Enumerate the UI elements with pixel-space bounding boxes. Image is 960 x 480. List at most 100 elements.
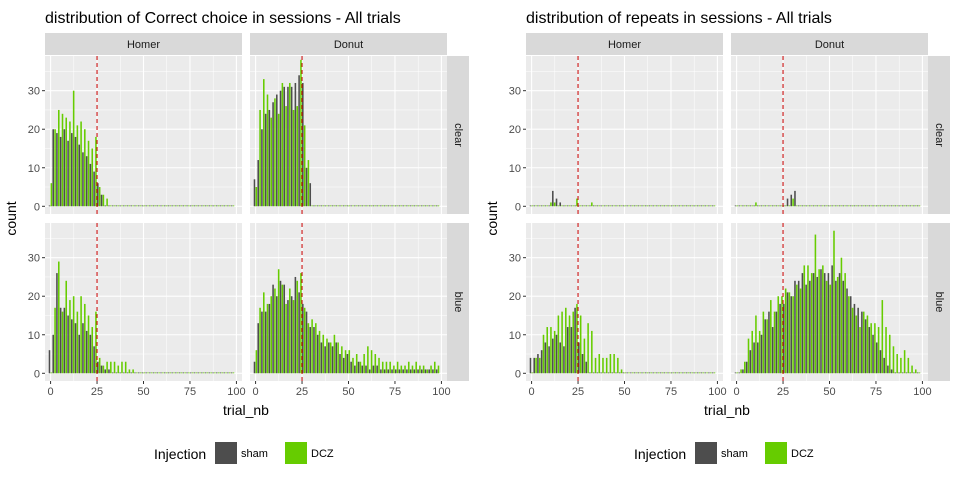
bar-sham: [898, 205, 900, 207]
bar-dcz: [113, 205, 116, 207]
bar-sham: [700, 372, 703, 374]
bar-dcz: [683, 372, 686, 374]
bar-sham: [753, 342, 755, 374]
bar-dcz: [862, 205, 865, 207]
bar-dcz: [411, 205, 414, 207]
bar-sham: [305, 311, 308, 374]
bar-sham: [253, 361, 256, 374]
bar-dcz: [158, 372, 160, 374]
bar-sham: [708, 205, 710, 207]
bar-dcz: [210, 372, 212, 374]
panel-donut-clear: [731, 56, 928, 214]
bar-sham: [734, 372, 737, 374]
bar-dcz: [400, 365, 403, 374]
bar-dcz: [855, 205, 858, 207]
bar-sham: [552, 190, 554, 207]
bar-dcz: [102, 194, 105, 207]
bar-sham: [365, 205, 367, 207]
bar-sham: [607, 205, 610, 207]
bar-dcz: [315, 205, 317, 207]
bar-sham: [581, 205, 584, 207]
bar-sham: [104, 205, 107, 207]
bar-sham: [432, 205, 434, 207]
bar-dcz: [709, 205, 712, 207]
bar-dcz: [266, 94, 269, 207]
bar-sham: [529, 205, 532, 207]
bar-dcz: [191, 205, 194, 207]
bar-dcz: [389, 361, 391, 374]
panel-homer-blue: 0 10 20 30 0 25 50 75 100: [28, 223, 246, 398]
bar-sham: [757, 342, 759, 374]
bar-dcz: [363, 205, 365, 207]
x-tick-label: 75: [870, 386, 882, 398]
bar-sham: [696, 372, 699, 374]
bar-dcz: [61, 311, 64, 374]
legend-label-dcz: DCZ: [311, 448, 334, 460]
bar-sham: [615, 205, 617, 207]
bar-dcz: [318, 205, 321, 207]
bar-sham: [208, 372, 211, 374]
bar-sham: [85, 330, 88, 374]
bar-sham: [637, 205, 640, 207]
legend-title: Injection: [154, 446, 206, 462]
bar-dcz: [814, 205, 817, 207]
y-tick-label: 30: [28, 253, 40, 265]
bar-dcz: [836, 205, 839, 207]
bar-sham: [685, 205, 688, 207]
bar-sham: [853, 303, 856, 374]
bar-dcz: [374, 205, 377, 207]
x-tick-label: 0: [529, 386, 535, 398]
bar-dcz: [635, 372, 638, 374]
bar-sham: [82, 152, 84, 207]
bar-sham: [552, 338, 554, 374]
bar-dcz: [315, 323, 317, 374]
bar-sham: [413, 205, 416, 207]
bar-dcz: [672, 205, 675, 207]
bar-sham: [644, 372, 647, 374]
bar-sham: [659, 372, 662, 374]
y-tick-label: 20: [509, 291, 521, 303]
bar-sham: [570, 205, 573, 207]
bar-dcz: [669, 372, 671, 374]
bar-sham: [533, 357, 535, 374]
bar-sham: [372, 205, 375, 207]
bar-sham: [913, 205, 915, 207]
bar-dcz: [691, 205, 693, 207]
bar-sham: [764, 205, 767, 207]
bar-sham: [264, 113, 267, 207]
bar-sham: [402, 369, 404, 374]
bar-dcz: [643, 205, 645, 207]
bar-sham: [219, 205, 222, 207]
bar-sham: [193, 372, 196, 374]
bar-dcz: [822, 265, 824, 374]
bar-sham: [152, 205, 155, 207]
bar-dcz: [169, 205, 172, 207]
bar-sham: [641, 372, 643, 374]
bar-dcz: [755, 202, 757, 207]
bar-dcz: [866, 205, 869, 207]
bar-sham: [611, 205, 614, 207]
bar-sham: [682, 205, 684, 207]
bar-sham: [749, 205, 752, 207]
bar-sham: [383, 369, 386, 374]
bar-sham: [402, 205, 404, 207]
bar-dcz: [91, 148, 94, 207]
panel-donut-blue: 0 25 50 75 100: [731, 223, 932, 398]
bar-dcz: [624, 205, 627, 207]
bar-dcz: [892, 205, 895, 207]
bar-sham: [383, 205, 386, 207]
bar-dcz: [393, 365, 395, 374]
bar-dcz: [542, 205, 545, 207]
bar-sham: [916, 205, 919, 207]
bar-dcz: [572, 311, 575, 374]
bar-sham: [435, 369, 438, 374]
bar-dcz: [770, 300, 772, 374]
bar-sham: [537, 354, 539, 374]
bar-sham: [145, 205, 147, 207]
bar-dcz: [751, 205, 754, 207]
bar-dcz: [844, 205, 846, 207]
bar-sham: [294, 82, 297, 207]
bar-dcz: [139, 205, 142, 207]
bar-sham: [749, 350, 752, 374]
chart-title: distribution of Correct choice in sessio…: [45, 10, 401, 27]
